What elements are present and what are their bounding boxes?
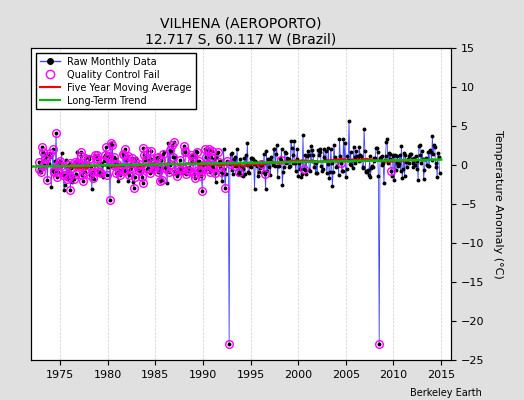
Y-axis label: Temperature Anomaly (°C): Temperature Anomaly (°C) <box>493 130 504 278</box>
Text: Berkeley Earth: Berkeley Earth <box>410 388 482 398</box>
Title: VILHENA (AEROPORTO)
12.717 S, 60.117 W (Brazil): VILHENA (AEROPORTO) 12.717 S, 60.117 W (… <box>146 17 336 47</box>
Legend: Raw Monthly Data, Quality Control Fail, Five Year Moving Average, Long-Term Tren: Raw Monthly Data, Quality Control Fail, … <box>36 53 196 109</box>
